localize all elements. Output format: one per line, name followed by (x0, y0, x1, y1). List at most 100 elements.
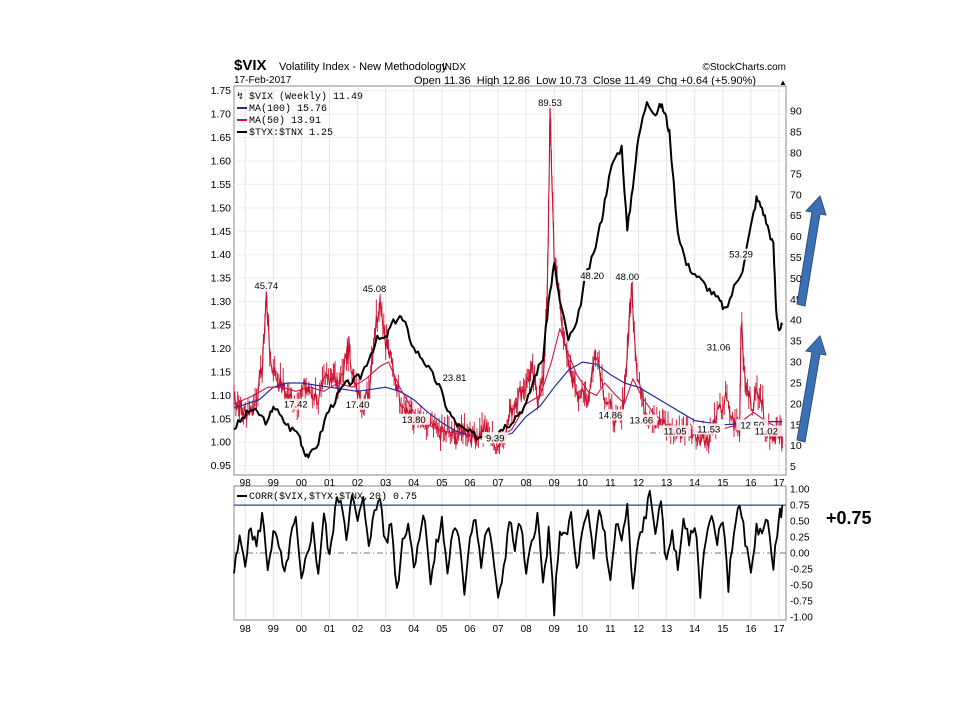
correlation-legend: CORR($VIX,$TYX:$TNX,20) 0.75 (237, 491, 417, 503)
x-tick-label: 10 (577, 478, 589, 489)
left-tick-label: 1.25 (211, 320, 232, 332)
brand-label: ©StockCharts.com (702, 62, 786, 73)
right-tick-label: 60 (790, 231, 802, 243)
correlation-tick-label: -0.50 (790, 580, 813, 591)
annotation-label: 89.53 (534, 97, 567, 109)
svg-text:48.20: 48.20 (580, 271, 604, 282)
svg-text:11.53: 11.53 (697, 424, 720, 435)
left-tick-label: 1.05 (211, 413, 232, 425)
right-tick-label: 10 (790, 440, 802, 452)
svg-text:17.40: 17.40 (346, 400, 370, 411)
annotation-label: 17.40 (341, 398, 374, 411)
correlation-tick-label: 0.75 (790, 501, 810, 512)
svg-text:11.02: 11.02 (755, 426, 778, 437)
x-tick-label: 06 (464, 624, 476, 635)
left-tick-label: 1.35 (211, 273, 232, 285)
left-tick-label: 1.20 (211, 343, 232, 355)
x-tick-label: 07 (492, 478, 504, 489)
annotation-label: 48.00 (611, 270, 644, 283)
chart-name: Volatility Index - New Methodology (279, 61, 448, 73)
right-tick-label: 20 (790, 398, 802, 410)
x-tick-label: 00 (296, 478, 308, 489)
left-tick-label: 1.40 (211, 249, 232, 261)
right-tick-label: 45 (790, 294, 802, 306)
annotation-label: 14.86 (594, 409, 627, 421)
left-tick-label: 1.70 (211, 109, 232, 121)
legend-ma50: MA(50) 13.91 (249, 115, 321, 127)
left-tick-label: 1.45 (211, 226, 232, 238)
svg-text:53.29: 53.29 (729, 250, 753, 261)
right-tick-label: 70 (790, 189, 802, 201)
scroll-up-icon[interactable]: ▲ (779, 78, 787, 87)
annotation-label: 11.05 (659, 425, 692, 437)
x-tick-label: 12 (633, 624, 645, 635)
right-tick-label: 25 (790, 377, 802, 389)
annotation-label: 13.80 (397, 413, 430, 426)
correlation-tick-label: -0.75 (790, 596, 813, 607)
x-tick-label: 09 (549, 478, 561, 489)
x-tick-label: 08 (521, 624, 533, 635)
x-tick-label: 98 (240, 624, 252, 635)
x-tick-label: 07 (492, 624, 504, 635)
chart-exchange: INDX (442, 62, 466, 73)
svg-text:13.66: 13.66 (629, 415, 653, 426)
x-tick-label: 02 (352, 624, 364, 635)
x-tick-label: 13 (661, 478, 673, 489)
x-tick-label: 16 (745, 624, 757, 635)
correlation-callout: +0.75 (826, 508, 872, 528)
x-tick-label: 10 (577, 624, 589, 635)
x-tick-label: 05 (436, 624, 448, 635)
x-tick-label: 99 (268, 478, 280, 489)
svg-text:9.39: 9.39 (486, 433, 505, 444)
x-tick-label: 13 (661, 624, 673, 635)
left-tick-label: 1.50 (211, 202, 232, 214)
x-tick-label: 17 (773, 624, 785, 635)
x-tick-label: 09 (549, 624, 561, 635)
left-tick-label: 1.10 (211, 390, 232, 402)
annotation-label: 31.06 (702, 341, 735, 354)
x-tick-label: 17 (773, 478, 785, 489)
right-tick-label: 85 (790, 127, 802, 139)
up-arrow-upper-icon (796, 195, 827, 307)
correlation-axis-ticks: 1.00 0.75 0.50 0.25 0.00 -0.25 -0.50 -0.75 -1.00 (790, 485, 813, 624)
svg-text:45.74: 45.74 (254, 281, 278, 292)
left-tick-label: 1.65 (211, 132, 232, 144)
x-tick-label: 02 (352, 478, 364, 489)
x-tick-label: 03 (380, 478, 392, 489)
x-tick-label: 08 (521, 478, 533, 489)
svg-text:31.06: 31.06 (707, 343, 731, 354)
right-axis-ticks: 5 10 15 20 25 30 35 40 45 50 55 60 65 70 75 80 85 90 (790, 106, 802, 474)
correlation-tick-label: -0.25 (790, 564, 813, 575)
legend-vix-icon: ↯ (237, 92, 243, 103)
correlation-tick-label: 0.00 (790, 549, 810, 560)
correlation-x-axis-ticks: 98 99 00 01 02 03 04 05 06 07 08 09 10 11 12 13 14 15 16 17 (240, 624, 785, 635)
legend-corr: CORR($VIX,$TYX:$TNX,20) 0.75 (249, 491, 417, 503)
svg-text:23.81: 23.81 (443, 373, 467, 384)
x-tick-label: 15 (717, 478, 729, 489)
left-axis-ticks: 0.95 1.00 1.05 1.10 1.15 1.20 1.25 1.30 1.35 1.40… (211, 85, 232, 472)
x-tick-label: 98 (240, 478, 252, 489)
legend-vix: $VIX (Weekly) 11.49 (249, 91, 363, 103)
x-tick-label: 06 (464, 478, 476, 489)
x-tick-label: 15 (717, 624, 729, 635)
chart-symbol: $VIX (234, 57, 267, 74)
svg-text:89.53: 89.53 (538, 98, 562, 109)
x-tick-label: 04 (408, 624, 420, 635)
correlation-tick-label: -1.00 (790, 612, 813, 623)
svg-text:17.42: 17.42 (284, 400, 308, 411)
x-tick-label: 14 (689, 478, 701, 489)
left-tick-label: 1.15 (211, 366, 232, 378)
up-arrow-lower-icon (796, 335, 827, 443)
annotation-label: 17.42 (279, 398, 312, 411)
annotation-label: 45.08 (358, 282, 391, 295)
right-tick-label: 30 (790, 357, 802, 369)
annotation-label: 45.74 (250, 280, 283, 292)
right-tick-label: 50 (790, 273, 802, 285)
x-tick-label: 01 (324, 624, 336, 635)
svg-text:11.05: 11.05 (663, 426, 686, 437)
right-tick-label: 35 (790, 336, 802, 348)
ma100-line (233, 361, 783, 438)
annotation-label: 23.81 (438, 371, 471, 384)
annotation-label: 11.53 (692, 423, 725, 435)
